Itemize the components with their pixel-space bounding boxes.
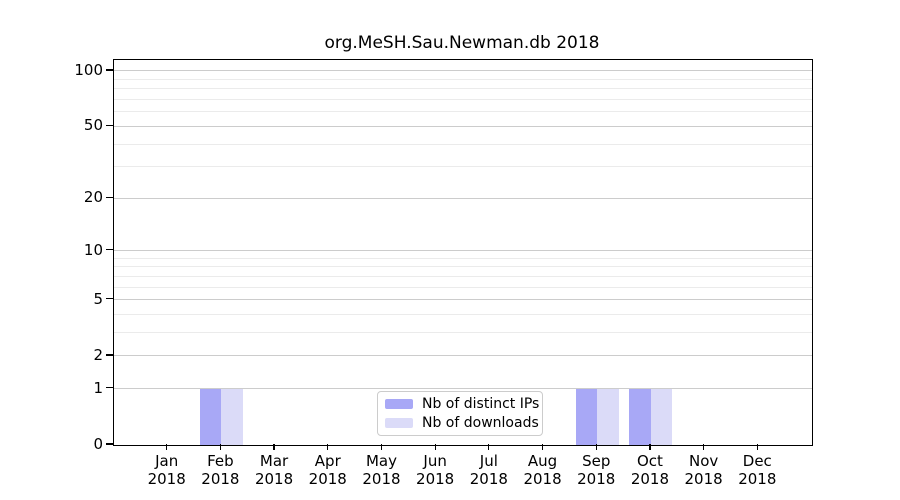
y-tick-label: 5 bbox=[93, 289, 103, 308]
legend-swatch-downloads bbox=[385, 417, 413, 428]
bar-nb-of-distinct-ips-feb bbox=[199, 388, 222, 445]
gridline-minor bbox=[114, 78, 812, 80]
x-tick-label: Feb 2018 bbox=[201, 452, 240, 488]
y-tick-mark bbox=[106, 249, 113, 251]
y-tick-label: 20 bbox=[83, 188, 103, 207]
legend-swatch-distinct-ips bbox=[385, 399, 413, 410]
y-tick-label: 50 bbox=[83, 116, 103, 135]
gridline-minor bbox=[114, 266, 812, 268]
x-tick-label: Mar 2018 bbox=[254, 452, 294, 488]
y-tick-label: 0 bbox=[93, 435, 103, 453]
gridline-minor bbox=[114, 275, 812, 277]
x-tick-mark bbox=[434, 444, 436, 450]
gridline-major bbox=[114, 197, 812, 199]
gridline-major bbox=[114, 125, 812, 127]
x-tick-label: Oct 2018 bbox=[630, 452, 670, 488]
chart-title: org.MeSH.Sau.Newman.db 2018 bbox=[324, 33, 600, 53]
y-tick-mark bbox=[106, 196, 113, 198]
x-tick-mark bbox=[649, 444, 651, 450]
x-tick-label: Jan 2018 bbox=[147, 452, 186, 488]
gridline-minor bbox=[114, 314, 812, 316]
x-tick-mark bbox=[595, 444, 597, 450]
gridline-major bbox=[114, 250, 812, 252]
x-tick-label: Nov 2018 bbox=[684, 452, 723, 488]
y-tick-label: 10 bbox=[83, 240, 103, 259]
y-tick-mark bbox=[106, 443, 113, 445]
gridline-minor bbox=[114, 111, 812, 113]
x-tick-mark bbox=[541, 444, 544, 450]
legend-label-distinct-ips: Nb of distinct IPs bbox=[422, 396, 540, 413]
gridline-major bbox=[114, 388, 812, 390]
legend-entry-downloads: Nb of downloads bbox=[385, 414, 539, 433]
x-tick-label: Apr 2018 bbox=[308, 452, 347, 488]
x-tick-label: Jun 2018 bbox=[416, 452, 455, 488]
gridline-major bbox=[114, 299, 812, 301]
x-tick-label: Dec 2018 bbox=[738, 452, 777, 488]
x-tick-label: Aug 2018 bbox=[523, 452, 562, 488]
legend: Nb of distinct IPs Nb of downloads bbox=[377, 391, 543, 436]
gridline-minor bbox=[114, 99, 812, 101]
legend-entry-distinct-ips: Nb of distinct IPs bbox=[385, 395, 539, 414]
legend-label-downloads: Nb of downloads bbox=[422, 414, 539, 431]
bar-nb-of-downloads-oct bbox=[650, 388, 673, 445]
y-tick-mark bbox=[106, 354, 113, 356]
bar-nb-of-downloads-feb bbox=[221, 388, 243, 445]
x-tick-mark bbox=[756, 444, 758, 450]
gridline-major bbox=[114, 70, 812, 72]
x-tick-label: May 2018 bbox=[362, 452, 401, 488]
gridline-minor bbox=[114, 88, 812, 90]
y-tick-mark bbox=[106, 298, 113, 300]
y-tick-mark bbox=[106, 387, 113, 389]
bar-nb-of-distinct-ips-sep bbox=[575, 388, 598, 445]
gridline-minor bbox=[114, 143, 812, 145]
gridline-minor bbox=[114, 286, 812, 288]
x-tick-mark bbox=[488, 444, 490, 450]
x-tick-mark bbox=[219, 444, 222, 450]
x-tick-label: Jul 2018 bbox=[469, 452, 508, 488]
y-tick-label: 100 bbox=[74, 60, 103, 79]
y-tick-label: 1 bbox=[93, 378, 103, 397]
x-tick-label: Sep 2018 bbox=[577, 452, 616, 488]
gridline-minor bbox=[114, 257, 812, 259]
bar-nb-of-downloads-sep bbox=[597, 388, 619, 445]
x-tick-mark bbox=[166, 444, 168, 450]
plot-area bbox=[113, 59, 813, 446]
y-tick-mark bbox=[106, 69, 113, 71]
gridline-minor bbox=[114, 166, 812, 168]
x-tick-mark bbox=[273, 444, 275, 450]
y-tick-label: 2 bbox=[93, 345, 103, 364]
x-tick-mark bbox=[702, 444, 705, 450]
gridline-minor bbox=[114, 332, 812, 334]
bar-nb-of-distinct-ips-oct bbox=[629, 388, 651, 445]
x-tick-mark bbox=[327, 444, 329, 450]
gridline-major bbox=[114, 355, 812, 357]
y-tick-mark bbox=[106, 124, 113, 126]
x-tick-mark bbox=[380, 444, 383, 450]
